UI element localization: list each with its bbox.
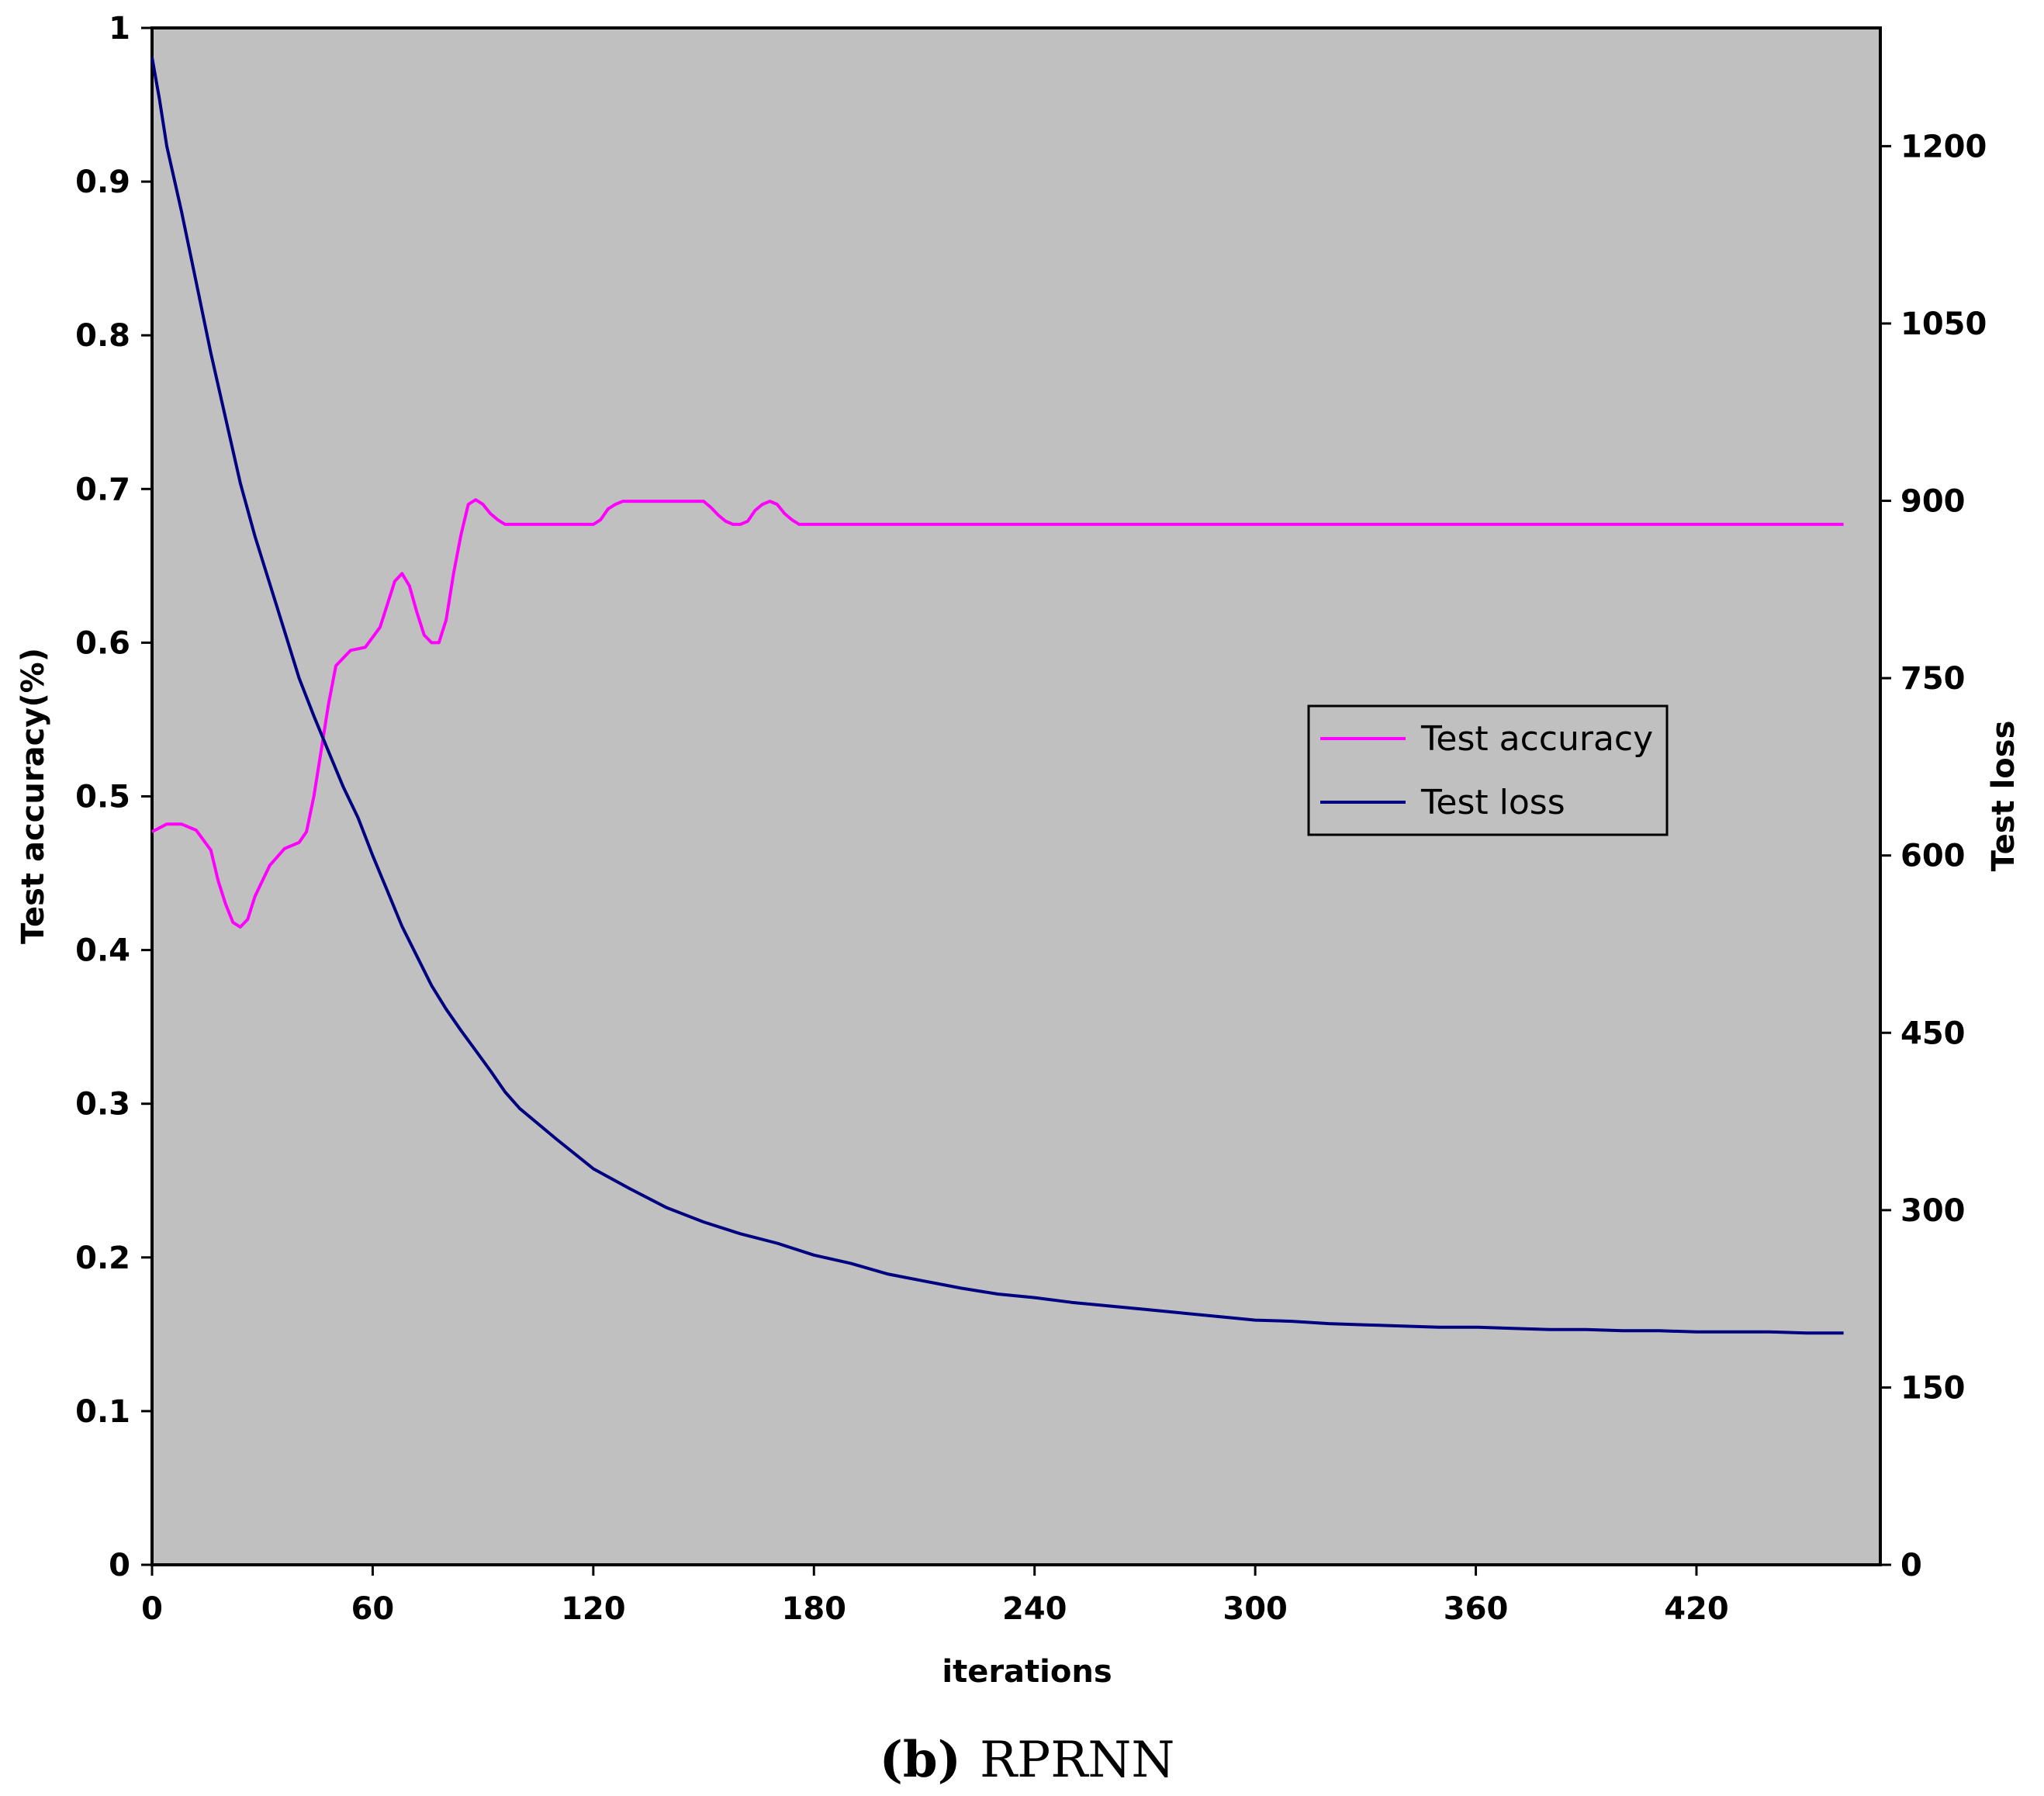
right-tick-label: 450 [1900, 1016, 1966, 1051]
left-tick-label: 1 [109, 11, 130, 47]
x-tick-label: 120 [561, 1591, 626, 1627]
right-tick-label: 150 [1900, 1370, 1966, 1406]
left-tick-label: 0.1 [75, 1394, 130, 1430]
left-tick-label: 0.5 [75, 780, 130, 815]
left-tick-label: 0.3 [75, 1087, 130, 1123]
left-tick-label: 0.4 [75, 933, 130, 969]
x-axis-label: iterations [942, 1654, 1112, 1690]
left-y-axis-label: Test accuracy(%) [16, 648, 51, 944]
legend-label-test-accuracy: Test accuracy [1420, 719, 1653, 759]
x-tick-label: 180 [782, 1591, 847, 1627]
legend-label-test-loss: Test loss [1420, 783, 1565, 822]
right-tick-label: 0 [1900, 1548, 1922, 1583]
series-line-test-accuracy [151, 498, 1844, 929]
series-line-test-loss [150, 57, 1844, 1335]
right-y-axis-label: Test loss [1986, 721, 2022, 872]
x-axis: 0 60 120 180 240 300 360 420 [141, 1565, 1729, 1627]
right-tick-label: 750 [1900, 661, 1966, 697]
left-tick-label: 0.7 [75, 472, 130, 507]
left-tick-label: 0.6 [75, 625, 130, 661]
right-tick-label: 1050 [1900, 306, 1987, 342]
figure-caption: (b) RPRNN [880, 1731, 1175, 1789]
right-tick-label: 900 [1900, 484, 1966, 520]
legend-box [1307, 704, 1669, 836]
right-y-axis: 0 150 300 450 600 750 900 1050 1200 [1880, 129, 1987, 1583]
right-tick-label: 300 [1900, 1193, 1966, 1229]
caption-letter: (b) [880, 1731, 961, 1789]
x-tick-label: 0 [141, 1591, 163, 1627]
x-tick-label: 300 [1223, 1591, 1288, 1627]
legend: Test accuracy Test loss [1307, 704, 1669, 836]
right-tick-label: 1200 [1900, 129, 1987, 164]
svg-text:(b)RPRNN: (b) RPRNN [880, 1731, 1175, 1789]
left-tick-label: 0.8 [75, 318, 130, 354]
x-tick-label: 360 [1444, 1591, 1509, 1627]
left-tick-label: 0 [109, 1548, 130, 1583]
right-tick-label: 600 [1900, 839, 1966, 874]
left-tick-label: 0.2 [75, 1241, 130, 1276]
left-y-axis: 0 0.1 0.2 0.3 0.4 0.5 0.6 0.7 0.8 0.9 1 [75, 11, 152, 1583]
x-tick-label: 60 [351, 1591, 395, 1627]
x-tick-label: 420 [1664, 1591, 1729, 1627]
x-tick-label: 240 [1002, 1591, 1067, 1627]
caption-title: RPRNN [980, 1732, 1174, 1789]
left-tick-label: 0.9 [75, 164, 130, 200]
series-layer [150, 57, 1844, 1335]
